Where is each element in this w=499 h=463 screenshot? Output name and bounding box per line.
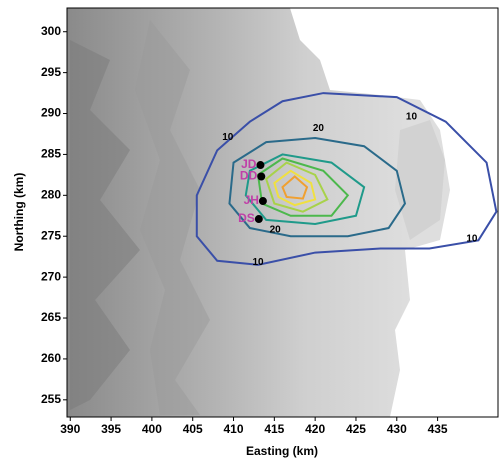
y-tick-label: 285 xyxy=(41,147,61,161)
site-point xyxy=(255,215,263,223)
x-tick-label: 395 xyxy=(101,422,121,436)
x-tick-label: 435 xyxy=(428,422,448,436)
site-label: DS xyxy=(238,211,255,225)
site-label: JH xyxy=(244,193,259,207)
contour-label: 10 xyxy=(406,111,418,122)
y-tick-label: 265 xyxy=(41,310,61,324)
contour-label: 10 xyxy=(466,233,478,244)
y-tick-label: 295 xyxy=(41,65,61,79)
x-tick-label: 400 xyxy=(142,422,162,436)
y-axis-title: Northing (km) xyxy=(12,173,26,252)
y-tick-label: 300 xyxy=(41,24,61,38)
y-tick-label: 270 xyxy=(41,269,61,283)
x-tick-label: 420 xyxy=(305,422,325,436)
contour-label: 20 xyxy=(313,123,325,134)
y-tick-label: 280 xyxy=(41,187,61,201)
x-tick-label: 425 xyxy=(346,422,366,436)
site-point xyxy=(256,161,264,169)
x-tick-label: 390 xyxy=(60,422,80,436)
x-tick-label: 410 xyxy=(224,422,244,436)
x-tick-label: 415 xyxy=(264,422,284,436)
y-tick-label: 255 xyxy=(41,392,61,406)
y-tick-label: 275 xyxy=(41,228,61,242)
contour-label: 20 xyxy=(270,224,282,235)
chart: Easting (km) Northing (km) 390 395 400 405 4… xyxy=(0,0,499,463)
site-label: DD xyxy=(240,169,258,183)
site-point xyxy=(259,197,267,205)
y-tick-label: 290 xyxy=(41,106,61,120)
x-tick-label: 405 xyxy=(183,422,203,436)
site-point xyxy=(257,173,265,181)
contour-label: 10 xyxy=(222,132,234,143)
x-tick-label: 430 xyxy=(387,422,407,436)
x-axis-title: Easting (km) xyxy=(246,444,318,458)
contour-label: 10 xyxy=(252,257,264,268)
y-tick-label: 260 xyxy=(41,351,61,365)
